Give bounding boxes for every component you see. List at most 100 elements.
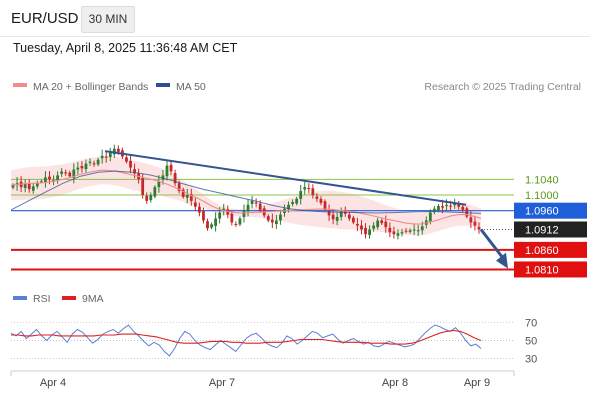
candle-body: [218, 212, 222, 219]
candle-body: [339, 211, 343, 217]
header-divider: [0, 36, 590, 37]
candle-body: [303, 187, 307, 190]
candle-body: [254, 202, 258, 204]
level-tag-support: [514, 241, 587, 258]
candle-body: [185, 195, 189, 198]
bollinger-band-area: [11, 156, 481, 236]
candle-body: [11, 185, 15, 188]
candle-body: [234, 224, 238, 225]
current-price-tag: [514, 221, 587, 238]
candle-body: [104, 156, 108, 158]
candle-body: [428, 212, 432, 222]
rsi-ma-legend-label: 9MA: [82, 293, 104, 305]
x-axis: Apr 4 Apr 7 Apr 8 Apr 9: [10, 370, 515, 389]
candle-body: [246, 204, 250, 212]
credit-text: Research © 2025 Trading Central: [424, 81, 581, 93]
candles: [11, 144, 481, 240]
candle-body: [270, 219, 274, 223]
candle-body: [311, 188, 315, 195]
pair-title: EUR/USD: [11, 10, 79, 27]
level-tag-support: [514, 261, 587, 278]
candle-body: [400, 232, 404, 234]
candle-body: [141, 177, 145, 195]
level-label-pivot: 1.0960: [525, 206, 559, 218]
candle-body: [238, 218, 242, 225]
level-tag-pivot: [514, 202, 587, 219]
trendline: [104, 150, 467, 206]
candle-body: [88, 161, 92, 163]
candle-body: [149, 195, 153, 201]
candle-body: [133, 169, 136, 174]
ma50-legend-label: MA 50: [176, 81, 206, 93]
candle-body: [335, 216, 339, 221]
candle-body: [356, 224, 359, 226]
candle-body: [35, 183, 39, 187]
rsi-axis-label: 50: [525, 335, 537, 347]
timeframe-button[interactable]: 30 MIN: [81, 6, 135, 33]
candle-body: [145, 195, 149, 201]
ma20-legend-swatch: [13, 83, 27, 87]
candle-body: [177, 183, 181, 192]
candle-body: [291, 202, 294, 205]
rsi-line: [10, 324, 482, 357]
candle-body: [23, 184, 27, 188]
rsi-axis-label: 30: [525, 354, 537, 366]
candle-body: [441, 205, 444, 208]
current-price-label: 1.0912: [525, 224, 559, 236]
candle-body: [396, 233, 400, 236]
candle-body: [56, 175, 59, 181]
candle-body: [44, 177, 47, 183]
candle-body: [420, 226, 424, 231]
candle-body: [173, 173, 177, 184]
timestamp: Tuesday, April 8, 2025 11:36:48 AM CET: [13, 41, 238, 55]
candle-body: [445, 204, 448, 206]
x-axis-tick-label: Apr 9: [464, 377, 490, 389]
candle-body: [169, 164, 173, 172]
candle-body: [125, 157, 128, 162]
candle-body: [48, 176, 51, 180]
candle-body: [287, 204, 290, 210]
candle-body: [92, 163, 96, 165]
candle-body: [323, 201, 327, 210]
candle-body: [372, 225, 376, 229]
candle-body: [52, 180, 55, 182]
x-axis-tick-label: Apr 7: [209, 377, 235, 389]
candle-body: [307, 187, 311, 190]
candle-body: [165, 165, 169, 177]
candle-body: [116, 148, 120, 152]
rsi-ma-line: [11, 329, 482, 345]
candle-body: [266, 216, 270, 221]
candle-body: [222, 208, 226, 212]
candle-body: [206, 221, 209, 229]
candle-body: [202, 211, 205, 221]
candle-body: [31, 186, 35, 191]
projection-arrow-line: [479, 228, 507, 262]
candle-body: [181, 189, 185, 197]
rsi-legend-swatch: [13, 296, 27, 300]
candle-body: [64, 172, 68, 174]
candle-body: [129, 160, 132, 168]
candle-body: [100, 155, 104, 159]
candle-body: [279, 214, 282, 221]
level-label-resistance: 1.1040: [525, 174, 559, 186]
candle-body: [384, 221, 388, 228]
candle-body: [157, 181, 161, 188]
price-chart: MA 20 + Bollinger Bands MA 50 Research ©…: [10, 81, 587, 389]
candle-body: [84, 163, 88, 170]
ma50-line: [10, 170, 482, 214]
price-levels: [11, 178, 514, 271]
projection-arrowhead: [496, 252, 508, 269]
candle-body: [469, 217, 473, 223]
candle-body: [416, 230, 420, 232]
candle-body: [408, 230, 412, 232]
candle-body: [189, 194, 193, 201]
candle-body: [60, 171, 64, 174]
candle-body: [437, 205, 440, 211]
level-label-support: 1.0810: [525, 264, 559, 276]
candle-body: [473, 221, 477, 226]
trend-overlay: [104, 150, 508, 269]
candle-body: [477, 227, 481, 230]
candle-body: [39, 181, 43, 183]
candle-body: [404, 230, 408, 232]
candle-body: [274, 220, 278, 224]
